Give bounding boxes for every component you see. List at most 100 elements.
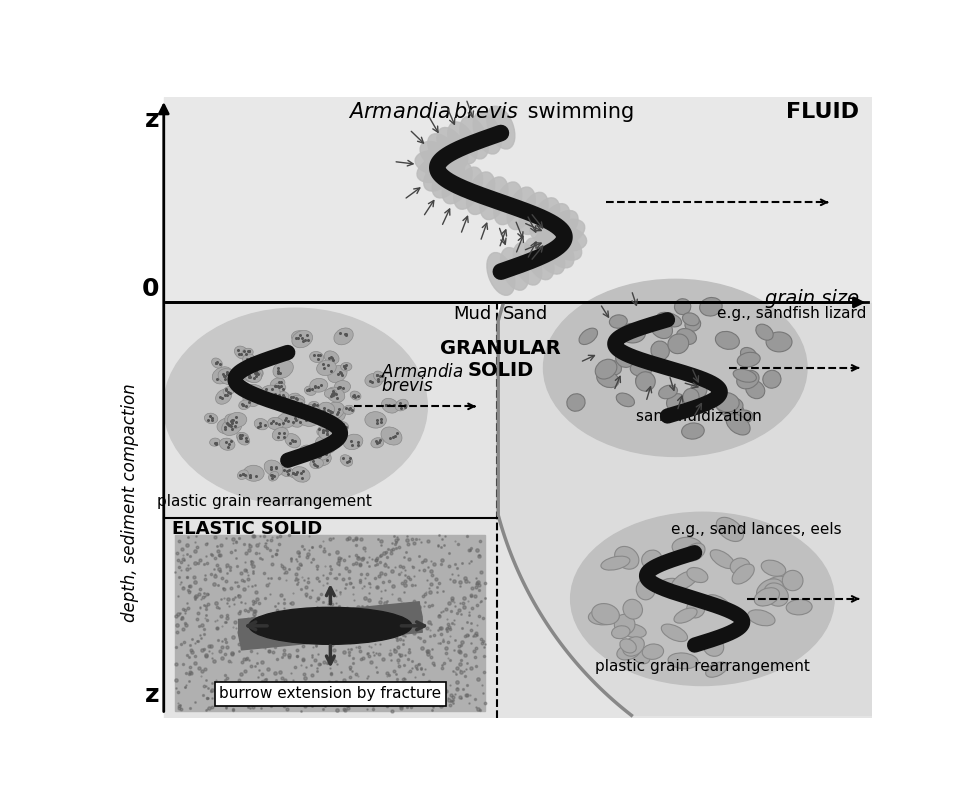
Ellipse shape bbox=[272, 428, 289, 441]
Ellipse shape bbox=[292, 466, 310, 483]
Ellipse shape bbox=[373, 371, 385, 382]
Ellipse shape bbox=[292, 331, 308, 344]
Ellipse shape bbox=[614, 546, 639, 569]
Ellipse shape bbox=[420, 141, 459, 174]
Ellipse shape bbox=[687, 599, 705, 618]
Ellipse shape bbox=[242, 349, 253, 358]
Ellipse shape bbox=[315, 415, 329, 426]
Ellipse shape bbox=[542, 226, 586, 251]
Ellipse shape bbox=[223, 387, 234, 395]
Ellipse shape bbox=[334, 328, 354, 345]
Ellipse shape bbox=[620, 639, 637, 653]
Ellipse shape bbox=[519, 192, 548, 235]
Ellipse shape bbox=[292, 330, 313, 348]
Ellipse shape bbox=[571, 512, 834, 685]
Ellipse shape bbox=[223, 370, 239, 383]
Ellipse shape bbox=[595, 359, 617, 379]
Ellipse shape bbox=[610, 315, 627, 328]
Text: swimming: swimming bbox=[521, 102, 635, 122]
Ellipse shape bbox=[325, 388, 336, 398]
Ellipse shape bbox=[494, 182, 521, 224]
Ellipse shape bbox=[453, 167, 483, 209]
Ellipse shape bbox=[782, 571, 803, 591]
Text: FLUID: FLUID bbox=[786, 102, 859, 122]
Ellipse shape bbox=[327, 387, 345, 403]
Ellipse shape bbox=[215, 389, 232, 404]
Ellipse shape bbox=[740, 348, 757, 362]
Ellipse shape bbox=[579, 328, 598, 345]
Text: $\it{brevis}$: $\it{brevis}$ bbox=[381, 377, 433, 395]
Ellipse shape bbox=[217, 418, 237, 434]
Ellipse shape bbox=[642, 644, 664, 659]
Ellipse shape bbox=[716, 517, 743, 541]
Ellipse shape bbox=[427, 134, 461, 172]
Ellipse shape bbox=[601, 556, 630, 570]
Ellipse shape bbox=[243, 384, 264, 400]
Ellipse shape bbox=[317, 360, 336, 375]
Ellipse shape bbox=[762, 560, 786, 576]
Ellipse shape bbox=[544, 279, 807, 457]
Bar bbox=[164, 97, 872, 303]
Ellipse shape bbox=[736, 370, 759, 389]
Ellipse shape bbox=[611, 625, 630, 638]
Polygon shape bbox=[498, 303, 872, 715]
Ellipse shape bbox=[620, 624, 646, 638]
Ellipse shape bbox=[473, 111, 501, 154]
Ellipse shape bbox=[705, 662, 728, 677]
Ellipse shape bbox=[261, 385, 280, 400]
Ellipse shape bbox=[761, 576, 788, 598]
Ellipse shape bbox=[343, 405, 355, 415]
Ellipse shape bbox=[606, 361, 621, 374]
Ellipse shape bbox=[641, 550, 662, 569]
Ellipse shape bbox=[567, 394, 585, 412]
Ellipse shape bbox=[636, 372, 655, 391]
Ellipse shape bbox=[432, 158, 464, 198]
Ellipse shape bbox=[265, 460, 283, 476]
Ellipse shape bbox=[729, 410, 753, 424]
Ellipse shape bbox=[281, 467, 293, 477]
Text: $\it{Armandia}$: $\it{Armandia}$ bbox=[381, 363, 463, 381]
Ellipse shape bbox=[763, 370, 781, 388]
Ellipse shape bbox=[706, 595, 733, 614]
Ellipse shape bbox=[756, 324, 773, 341]
Text: z: z bbox=[144, 107, 160, 132]
Ellipse shape bbox=[312, 451, 331, 466]
Ellipse shape bbox=[667, 394, 686, 412]
Ellipse shape bbox=[315, 447, 330, 460]
Ellipse shape bbox=[251, 367, 264, 377]
Bar bbox=[164, 303, 497, 518]
Text: $\it{Armandia\/brevis}$: $\it{Armandia\/brevis}$ bbox=[348, 102, 518, 122]
Ellipse shape bbox=[268, 471, 279, 481]
Ellipse shape bbox=[746, 380, 765, 399]
Ellipse shape bbox=[273, 360, 294, 378]
Ellipse shape bbox=[287, 395, 305, 412]
Ellipse shape bbox=[289, 415, 303, 427]
Ellipse shape bbox=[623, 637, 644, 656]
Ellipse shape bbox=[685, 317, 701, 331]
Ellipse shape bbox=[529, 198, 560, 239]
Ellipse shape bbox=[334, 381, 351, 393]
Ellipse shape bbox=[299, 445, 313, 456]
Text: 0: 0 bbox=[141, 277, 159, 301]
Ellipse shape bbox=[737, 353, 761, 367]
Ellipse shape bbox=[726, 414, 750, 435]
Ellipse shape bbox=[715, 332, 739, 349]
Ellipse shape bbox=[683, 388, 699, 406]
FancyArrowPatch shape bbox=[331, 602, 422, 641]
Ellipse shape bbox=[237, 435, 250, 445]
Ellipse shape bbox=[672, 571, 699, 590]
Text: GRANULAR
SOLID: GRANULAR SOLID bbox=[441, 340, 561, 380]
Ellipse shape bbox=[659, 385, 677, 399]
Ellipse shape bbox=[661, 624, 688, 642]
Ellipse shape bbox=[733, 564, 754, 584]
Ellipse shape bbox=[636, 373, 654, 388]
Ellipse shape bbox=[534, 233, 565, 274]
Ellipse shape bbox=[597, 370, 619, 387]
Text: depth, sediment compaction: depth, sediment compaction bbox=[121, 383, 140, 622]
Ellipse shape bbox=[651, 341, 670, 360]
Ellipse shape bbox=[285, 433, 300, 448]
Text: ELASTIC SOLID: ELASTIC SOLID bbox=[172, 520, 322, 537]
Ellipse shape bbox=[674, 299, 691, 315]
Bar bbox=[175, 535, 485, 710]
Ellipse shape bbox=[672, 537, 703, 557]
